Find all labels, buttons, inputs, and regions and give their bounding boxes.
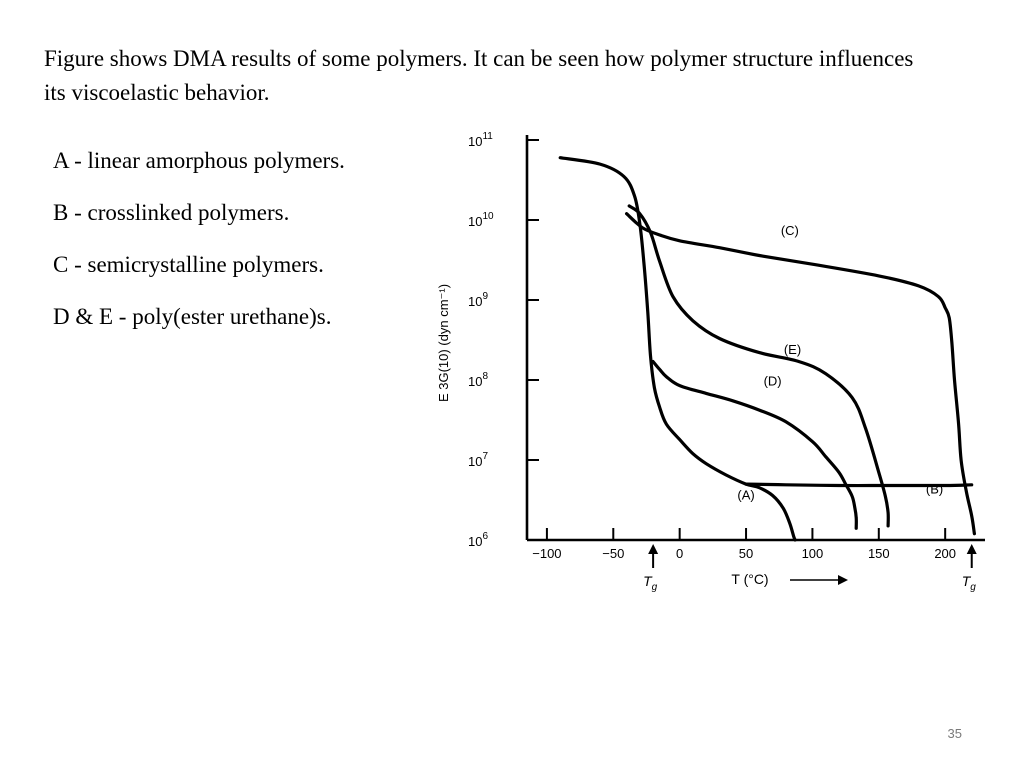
tg-label: Tg (962, 573, 977, 593)
x-tick-label: 100 (802, 546, 824, 561)
slide-number: 35 (947, 726, 962, 741)
y-tick-label: 1010 (468, 211, 494, 229)
x-axis-arrow-head (838, 575, 848, 585)
legend-item-a: A - linear amorphous polymers. (53, 148, 345, 173)
x-tick-label: −100 (532, 546, 561, 561)
x-tick-label: 200 (934, 546, 956, 561)
curve-label: (B) (926, 482, 943, 497)
curve-label: (A) (737, 488, 754, 503)
tg-arrow-head (648, 544, 659, 554)
x-tick-label: 0 (676, 546, 683, 561)
intro-text: Figure shows DMA results of some polymer… (44, 46, 914, 105)
tg-label: Tg (643, 573, 658, 593)
series-curve (651, 360, 858, 530)
y-tick-label: 106 (468, 531, 488, 549)
x-axis-label: T (°C) (731, 571, 768, 587)
tg-arrow-head (966, 544, 977, 554)
legend-item-de: D & E - poly(ester urethane)s. (53, 304, 332, 329)
legend-item-b: B - crosslinked polymers. (53, 200, 290, 225)
y-tick-label: 109 (468, 291, 488, 309)
y-tick-label: 1011 (468, 131, 493, 149)
x-tick-label: 50 (739, 546, 753, 561)
x-tick-label: −50 (602, 546, 624, 561)
curve-label: (D) (764, 374, 782, 389)
series-curve (625, 212, 976, 536)
y-tick-label: 107 (468, 451, 488, 469)
legend-item-c: C - semicrystalline polymers. (53, 252, 324, 277)
curve-label: (E) (784, 342, 801, 357)
legend-list: A - linear amorphous polymers. B - cross… (53, 144, 413, 352)
y-tick-label: 108 (468, 371, 488, 389)
series-curve (627, 204, 890, 528)
y-axis-label: E 3G(10) (dyn cm⁻¹) (436, 284, 451, 402)
x-tick-label: 150 (868, 546, 890, 561)
curve-label: (C) (781, 223, 799, 238)
series-curve (558, 156, 797, 542)
series-curve (744, 482, 974, 488)
